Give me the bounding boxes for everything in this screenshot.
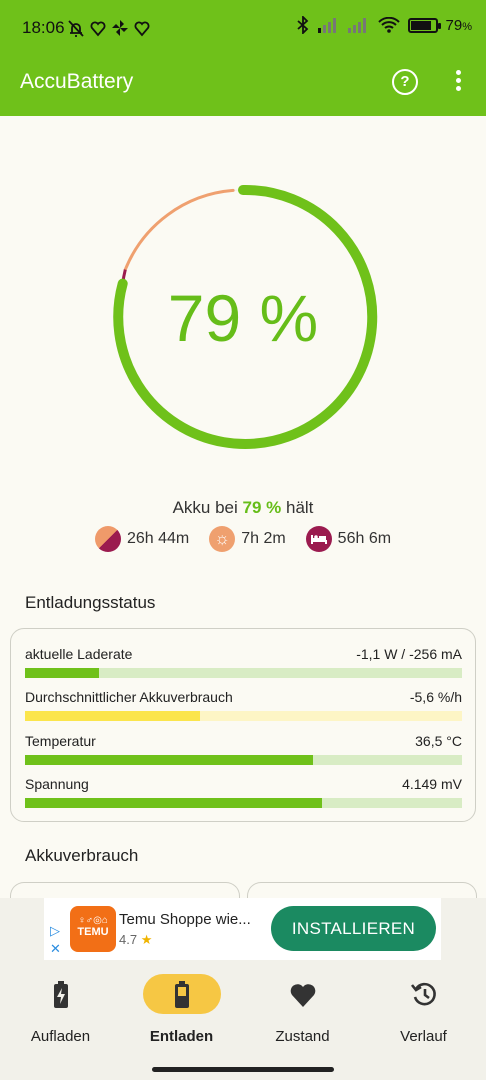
- battery-discharging-icon: [174, 981, 189, 1008]
- close-icon[interactable]: ✕: [50, 941, 61, 956]
- row-bar-fill: [25, 755, 314, 765]
- ad-title: Temu Shoppe wie...: [119, 911, 251, 928]
- battery-percent: 79%: [446, 17, 472, 34]
- gauge-screen-on-arc: [123, 188, 235, 272]
- heart-icon: [290, 984, 315, 1007]
- ad-logo-text: TEMU: [77, 926, 109, 938]
- ad-rating: 4.7 ★: [119, 932, 152, 948]
- history-icon: [410, 982, 436, 1006]
- estimate-screen-on-value: 7h 2m: [241, 530, 286, 547]
- row-label: Spannung: [25, 776, 89, 792]
- hold-suffix: hält: [286, 498, 314, 517]
- pinwheel-icon: [112, 20, 128, 36]
- battery-percent-value: 79: [445, 16, 463, 34]
- nav-label: Aufladen: [30, 1028, 91, 1045]
- row-value: 4.149 mV: [402, 776, 462, 792]
- ad-logo-symbols: ♀♂◎⌂: [78, 915, 108, 926]
- nav-label: Verlauf: [400, 1028, 447, 1045]
- nav-zustand[interactable]: Zustand: [242, 974, 363, 1045]
- more-vert-icon[interactable]: [449, 70, 467, 94]
- battery-gauge: [113, 184, 378, 449]
- estimate-sleep: 56h 6m: [305, 526, 392, 552]
- nav-icon-container: [142, 974, 221, 1014]
- install-button[interactable]: INSTALLIEREN: [271, 906, 436, 951]
- nav-icon-container: [22, 974, 100, 1014]
- row-label: aktuelle Laderate: [25, 646, 133, 662]
- nav-icon-container: [264, 974, 342, 1014]
- row-bar-fill: [25, 668, 100, 678]
- heart-icon: [90, 21, 106, 37]
- ad-banner[interactable]: ▷ ✕ ♀♂◎⌂ TEMU Temu Shoppe wie... 4.7 ★ I…: [44, 898, 441, 960]
- row-voltage: Spannung 4.149 mV: [25, 776, 462, 812]
- row-value: 36,5 °C: [415, 733, 462, 749]
- app-bar: AccuBattery ?: [0, 58, 486, 116]
- row-current-rate: aktuelle Laderate -1,1 W / -256 mA: [25, 646, 462, 682]
- wifi-icon: [377, 17, 400, 33]
- estimate-mixed-value: 26h 44m: [126, 530, 190, 547]
- ad-choices-icon[interactable]: ▷: [50, 923, 60, 938]
- hold-prefix: Akku bei: [172, 498, 238, 517]
- star-icon: ★: [140, 932, 153, 947]
- hold-percent: 79 %: [242, 498, 282, 517]
- nav-icon-container: [385, 974, 463, 1014]
- battery-percent-unit: %: [462, 20, 472, 33]
- gesture-bar[interactable]: [152, 1067, 334, 1072]
- status-bar: 18:06 79%: [0, 0, 486, 58]
- row-value: -5,6 %/h: [409, 689, 462, 705]
- screen-on-icon: ☼: [209, 526, 236, 552]
- signal-icon: [347, 18, 366, 33]
- row-value: -1,1 W / -256 mA: [356, 646, 462, 662]
- sleep-icon: [305, 526, 332, 552]
- row-temperature: Temperatur 36,5 °C: [25, 733, 462, 769]
- battery-level-text: 79 %: [167, 281, 319, 355]
- bottom-nav: Aufladen Entladen Zustand Verlauf: [0, 964, 486, 1080]
- discharge-card: aktuelle Laderate -1,1 W / -256 mA Durch…: [10, 628, 476, 822]
- app-title: AccuBattery: [20, 70, 134, 93]
- nav-label: Zustand: [275, 1028, 330, 1045]
- ad-choices[interactable]: ▷ ✕: [50, 922, 61, 958]
- estimate-screen-on: ☼ 7h 2m: [209, 526, 286, 552]
- help-icon[interactable]: ?: [392, 69, 418, 95]
- estimate-mixed: 26h 44m: [94, 526, 190, 552]
- nav-verlauf[interactable]: Verlauf: [363, 974, 484, 1045]
- bell-off-icon: [68, 20, 84, 37]
- status-right: 79%: [296, 16, 472, 34]
- nav-aufladen[interactable]: Aufladen: [0, 974, 121, 1045]
- row-bar-fill: [25, 711, 200, 721]
- discharge-section-title: Entladungsstatus: [25, 593, 156, 612]
- row-bar-track: [25, 755, 462, 765]
- heart-icon: [134, 21, 150, 37]
- usage-section-title: Akkuverbrauch: [25, 846, 139, 865]
- row-label: Durchschnittlicher Akkuverbrauch: [25, 689, 233, 705]
- row-bar-track: [25, 711, 462, 721]
- estimate-sleep-value: 56h 6m: [337, 530, 392, 547]
- battery-icon: [407, 17, 441, 33]
- bluetooth-icon: [296, 16, 308, 34]
- row-label: Temperatur: [25, 733, 96, 749]
- row-bar-track: [25, 668, 462, 678]
- nav-entladen[interactable]: Entladen: [121, 974, 242, 1045]
- hold-summary: Akku bei 79 % hält: [0, 498, 486, 518]
- notification-icons: [68, 20, 150, 37]
- row-average-usage: Durchschnittlicher Akkuverbrauch -5,6 %/…: [25, 689, 462, 725]
- signal-icon: [317, 18, 336, 33]
- ad-app-logo: ♀♂◎⌂ TEMU: [70, 906, 116, 952]
- mixed-usage-icon: [94, 526, 121, 552]
- ad-rating-value: 4.7: [119, 932, 138, 947]
- time-estimates: 26h 44m ☼ 7h 2m 56h 6m: [0, 526, 486, 552]
- nav-label: Entladen: [149, 1028, 214, 1045]
- row-bar-track: [25, 798, 462, 808]
- status-time: 18:06: [22, 18, 65, 37]
- battery-charging-icon: [53, 981, 68, 1008]
- gauge-charge-arc: [113, 184, 378, 449]
- row-bar-fill: [25, 798, 323, 808]
